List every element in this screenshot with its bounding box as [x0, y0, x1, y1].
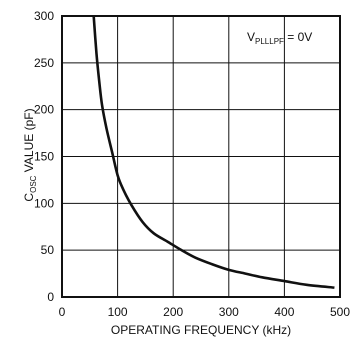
- y-tick-label: 150: [34, 150, 54, 164]
- y-axis-title-main: C: [22, 193, 36, 202]
- y-axis-title-rest: VALUE (pF): [22, 108, 36, 175]
- y-axis-title: COSC VALUE (pF): [22, 108, 38, 201]
- annotation-rest: = 0V: [284, 30, 312, 44]
- y-tick-label: 100: [34, 196, 54, 210]
- y-tick-label: 250: [34, 56, 54, 70]
- cosc-curve: [92, 15, 335, 289]
- y-tick-label: 50: [41, 243, 55, 257]
- y-axis-title-subscript: OSC: [29, 175, 38, 193]
- x-tick-label: 200: [163, 305, 183, 319]
- x-axis-title: OPERATING FREQUENCY (kHz): [111, 323, 291, 337]
- annotation-main: V: [247, 30, 255, 44]
- x-tick-labels: 0 100 200 300 400 500: [59, 305, 351, 319]
- annotation-subscript: PLLLPF: [255, 37, 284, 46]
- series-layer: [92, 15, 335, 289]
- y-tick-label: 200: [34, 103, 54, 117]
- x-tick-label: 100: [108, 305, 128, 319]
- x-tick-label: 400: [274, 305, 294, 319]
- plot-frame: [61, 15, 341, 298]
- y-tick-labels: 0 50 100 150 200 250 300: [34, 9, 54, 304]
- grid-lines: [62, 16, 340, 297]
- x-tick-label: 300: [219, 305, 239, 319]
- y-tick-label: 300: [34, 9, 54, 23]
- y-tick-label: 0: [47, 290, 54, 304]
- x-tick-label: 500: [330, 305, 350, 319]
- x-tick-label: 0: [59, 305, 66, 319]
- annotation-vplllpf: VPLLLPF = 0V: [247, 30, 312, 46]
